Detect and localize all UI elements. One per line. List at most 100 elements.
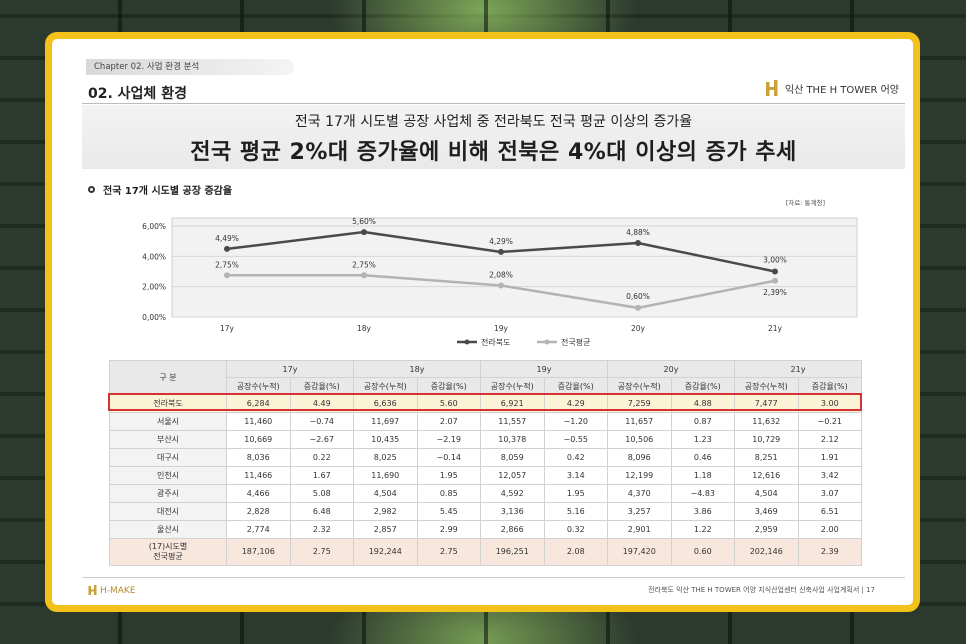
col-header-count: 공장수(누적) xyxy=(607,377,672,395)
table-row: 인천시 11,466 1.67 11,690 1.95 12,057 3.14 … xyxy=(109,466,862,485)
table-cell: 0.32 xyxy=(543,520,608,539)
table-cell: 11,460 xyxy=(226,412,291,431)
table-cell: −0.55 xyxy=(543,430,608,449)
table-cell: 6,921 xyxy=(480,394,545,413)
table-cell: 6.48 xyxy=(289,502,354,521)
plot-area xyxy=(171,217,858,318)
row-region: 전라북도 xyxy=(109,394,227,413)
data-label: 2,08% xyxy=(489,270,513,279)
year-header: 19y xyxy=(480,360,608,378)
data-label: 4,49% xyxy=(215,234,239,243)
table-cell: 10,729 xyxy=(734,430,799,449)
table-cell: 11,657 xyxy=(607,412,672,431)
col-header-rate: 증감율(%) xyxy=(670,377,735,395)
table-row-national-average: (17)시도별 전국평균 187,106 2.75 192,244 2.75 1… xyxy=(109,538,862,566)
data-label: 4,88% xyxy=(626,228,650,237)
table-cell: −0.14 xyxy=(416,448,481,467)
table-cell: 3.14 xyxy=(543,466,608,485)
table-cell: 4.29 xyxy=(543,394,608,413)
line-chart: 6,00% 4,00% 2,00% 0,00% 17y 18y 19y 20y 21y 4,49%… xyxy=(82,205,872,355)
table-cell: 2,828 xyxy=(226,502,291,521)
data-point xyxy=(498,248,504,255)
data-table: 구 분 17y 18y 19y 20y 21y 공장수(누적) 증감율(%) 공… xyxy=(109,360,862,566)
data-label: 2,39% xyxy=(763,288,787,297)
legend-label: 전국평균 xyxy=(561,337,590,347)
table-cell: 7,259 xyxy=(607,394,672,413)
data-point xyxy=(772,268,778,275)
data-point xyxy=(224,245,230,252)
col-header-rate: 증감율(%) xyxy=(797,377,862,395)
col-header-rate: 증감율(%) xyxy=(416,377,481,395)
brand-name: 익산 THE H TOWER 어양 xyxy=(784,84,899,96)
source-note: [자료: 통계청] xyxy=(785,199,825,207)
table-cell: 11,690 xyxy=(353,466,418,485)
year-header: 17y xyxy=(226,360,354,378)
table-cell: 1.18 xyxy=(670,466,735,485)
table-cell: 5.08 xyxy=(289,484,354,503)
table-cell: 7,477 xyxy=(734,394,799,413)
chapter-tab: Chapter 02. 사업 환경 분석 xyxy=(86,59,294,75)
table-cell: 0.60 xyxy=(670,538,735,566)
col-header-count: 공장수(누적) xyxy=(480,377,545,395)
y-tick-label: 6,00% xyxy=(142,222,166,231)
chart-section-title: 전국 17개 시도별 공장 증감율 xyxy=(88,182,232,197)
table-cell: 11,697 xyxy=(353,412,418,431)
table-cell: 1.91 xyxy=(797,448,862,467)
table-cell: 196,251 xyxy=(480,538,545,566)
footer-note: 전라북도 익산 THE H TOWER 어양 지식산업센터 신축사업 사업계획서… xyxy=(648,586,875,594)
table-cell: −2.19 xyxy=(416,430,481,449)
data-label: 2,75% xyxy=(352,260,376,269)
x-tick-label: 18y xyxy=(357,324,372,333)
table-cell: 5.60 xyxy=(416,394,481,413)
chart-section-label: 전국 17개 시도별 공장 증감율 xyxy=(103,186,233,197)
table-cell: 2.00 xyxy=(797,520,862,539)
table-cell: 8,036 xyxy=(226,448,291,467)
table-cell: 10,669 xyxy=(226,430,291,449)
table-row: 울산시 2,774 2.32 2,857 2.99 2,866 0.32 2,9… xyxy=(109,520,862,539)
table-cell: 12,199 xyxy=(607,466,672,485)
table-cell: 10,506 xyxy=(607,430,672,449)
table-cell: 6,284 xyxy=(226,394,291,413)
table-cell: 2.99 xyxy=(416,520,481,539)
region-header: 구 분 xyxy=(109,360,227,395)
table-cell: 197,420 xyxy=(607,538,672,566)
table-cell: 4,370 xyxy=(607,484,672,503)
table-cell: −2.67 xyxy=(289,430,354,449)
table-cell: 1.67 xyxy=(289,466,354,485)
table-cell: 2.12 xyxy=(797,430,862,449)
h-tower-logo-icon xyxy=(765,80,778,96)
table-cell: 11,557 xyxy=(480,412,545,431)
table-row: 대전시 2,828 6.48 2,982 5.45 3,136 5.16 3,2… xyxy=(109,502,862,521)
table-cell: 10,435 xyxy=(353,430,418,449)
table-cell: 2.39 xyxy=(797,538,862,566)
legend-marker xyxy=(544,339,550,345)
table-cell: 4,592 xyxy=(480,484,545,503)
slide-frame: Chapter 02. 사업 환경 분석 02. 사업체 환경 익산 THE H… xyxy=(45,32,920,612)
data-label: 5,60% xyxy=(352,217,376,226)
table-cell: 1.95 xyxy=(416,466,481,485)
avg-label-line2: 전국평균 xyxy=(153,552,183,561)
table-cell: 1.23 xyxy=(670,430,735,449)
row-region: 울산시 xyxy=(109,520,227,539)
year-header: 18y xyxy=(353,360,481,378)
table-row-jeonbuk: 전라북도 6,284 4.49 6,636 5.60 6,921 4.29 7,… xyxy=(109,394,862,413)
table-cell: 12,057 xyxy=(480,466,545,485)
footer-logo-text: H-MAKE xyxy=(100,585,136,596)
table-cell: 3,136 xyxy=(480,502,545,521)
table-cell: 4.88 xyxy=(670,394,735,413)
table-cell: 3.00 xyxy=(797,394,862,413)
row-region-average: (17)시도별 전국평균 xyxy=(109,538,227,566)
col-header-count: 공장수(누적) xyxy=(226,377,291,395)
year-header: 20y xyxy=(607,360,735,378)
table-cell: 2.08 xyxy=(543,538,608,566)
table-cell: 1.95 xyxy=(543,484,608,503)
table-cell: 0.22 xyxy=(289,448,354,467)
table-cell: 2,774 xyxy=(226,520,291,539)
table-cell: 0.87 xyxy=(670,412,735,431)
footer-divider xyxy=(82,577,905,578)
table-row: 광주시 4,466 5.08 4,504 0.85 4,592 1.95 4,3… xyxy=(109,484,862,503)
legend-label: 전라북도 xyxy=(481,337,510,347)
data-point xyxy=(361,272,367,279)
table-cell: 4,466 xyxy=(226,484,291,503)
bullet-ring-icon xyxy=(88,186,95,193)
